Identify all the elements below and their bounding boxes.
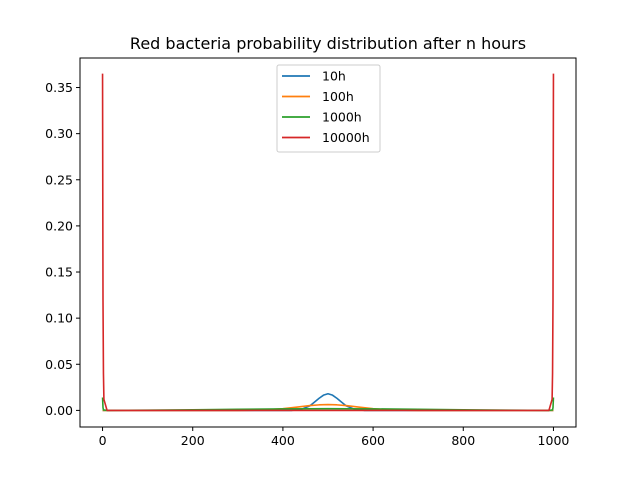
y-axis: 0.00 0.05 0.10 0.15 0.20 0.25 0.30 0.35 (45, 80, 80, 418)
legend: 10h 100h 1000h 10000h (276, 64, 381, 153)
legend-box (276, 64, 381, 153)
series-line-10000h (101, 73, 555, 412)
series-line-10h (102, 392, 554, 412)
legend-label: 100h (322, 89, 354, 104)
y-tick-label: 0.15 (45, 265, 73, 280)
chart-title: Red bacteria probability distribution af… (130, 34, 526, 53)
legend-label: 10000h (322, 130, 370, 145)
y-tick-label: 0.10 (45, 311, 73, 326)
y-tick-label: 0.35 (45, 80, 73, 95)
x-tick-label: 400 (271, 433, 295, 448)
series-line-1000h (101, 397, 555, 412)
x-tick-label: 1000 (538, 433, 570, 448)
x-tick-label: 0 (99, 433, 107, 448)
x-tick-label: 800 (451, 433, 475, 448)
y-tick-label: 0.00 (45, 403, 73, 418)
y-tick-label: 0.20 (45, 218, 73, 233)
x-axis: 0 200 400 600 800 1000 (99, 427, 570, 448)
plot-frame (79, 57, 577, 428)
plot-lines (101, 73, 555, 412)
y-tick-label: 0.05 (45, 357, 73, 372)
x-tick-label: 200 (181, 433, 205, 448)
legend-label: 10h (322, 69, 346, 84)
y-tick-label: 0.30 (45, 126, 73, 141)
x-tick-label: 600 (361, 433, 385, 448)
legend-label: 1000h (322, 110, 362, 125)
y-tick-label: 0.25 (45, 172, 73, 187)
